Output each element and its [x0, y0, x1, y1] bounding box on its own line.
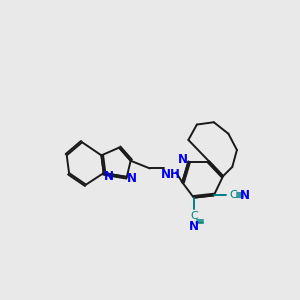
Text: N: N — [240, 189, 250, 202]
Text: N: N — [178, 153, 188, 166]
Text: C: C — [229, 190, 237, 200]
Text: NH: NH — [161, 168, 181, 181]
Text: N: N — [189, 220, 199, 233]
Text: N: N — [127, 172, 137, 185]
Text: N: N — [104, 170, 114, 183]
Text: C: C — [190, 211, 198, 221]
